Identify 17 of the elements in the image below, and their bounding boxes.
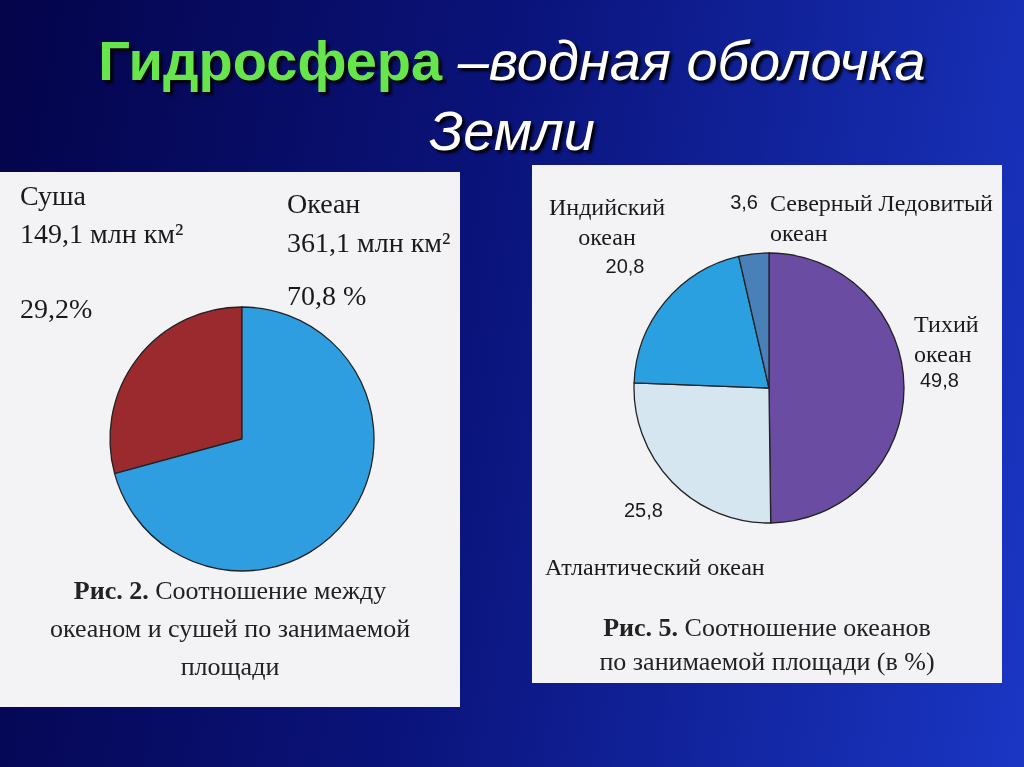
data-label: 49,8 bbox=[920, 369, 959, 391]
slice-label: Суша bbox=[20, 180, 87, 211]
data-label: 20,8 bbox=[605, 255, 645, 277]
data-label: 149,1 млн км² bbox=[20, 218, 184, 249]
text: Рис. 5. Соотношение океанов по занимаемой площади (в %) bbox=[599, 613, 935, 676]
data-label: 3,6 bbox=[730, 191, 758, 213]
text: 29,2% bbox=[20, 293, 93, 324]
slice-label: Океан bbox=[287, 188, 361, 219]
data-label: 361,1 млн км² bbox=[287, 227, 451, 258]
slice-label: Тихий океан bbox=[914, 311, 979, 367]
slice-label: Атлантический океан bbox=[545, 554, 765, 580]
slice-label: Северный Ледовитый океан bbox=[770, 190, 994, 246]
slice-label: Индийский океан bbox=[548, 194, 666, 250]
text: 70,8 % bbox=[287, 280, 367, 311]
text: Рис. 2. Соотношение между океаном и сушей по занимаемой площади bbox=[49, 576, 411, 681]
data-label: 25,8 bbox=[624, 499, 663, 521]
chart-title: Гидросфера –водная оболочка Земли bbox=[98, 29, 926, 162]
